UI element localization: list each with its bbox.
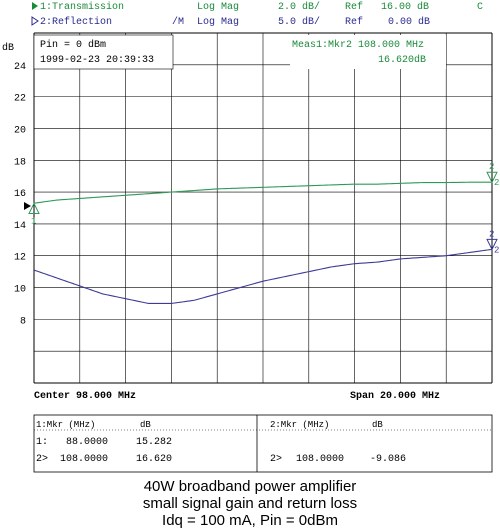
timestamp: 1999-02-23 20:39:33: [40, 55, 154, 66]
ch2-mkr2-value: -9.086: [370, 454, 406, 465]
ref-level-arrow-icon: [24, 202, 31, 210]
trace-layer: [33, 181, 493, 304]
ch1-label: 1:Transmission: [40, 1, 124, 13]
meas-value: 16.620dB: [378, 54, 426, 66]
ch1-flag: C: [477, 2, 483, 13]
ch1-format: Log Mag: [197, 2, 239, 13]
ch1-mkr2-value: 16.620: [136, 454, 172, 465]
ch2-ref-label: Ref: [345, 16, 363, 28]
marker-2-label: 2: [489, 229, 494, 239]
ch1-mkr1-freq: 88.0000: [66, 437, 108, 448]
ch2-mkr-header: 2:Mkr (MHz): [270, 420, 329, 430]
y-tick-label: 12: [14, 253, 26, 264]
y-tick-label: 16: [14, 189, 26, 200]
y-tick-label: 8: [20, 316, 26, 327]
annotation-box: [33, 34, 174, 70]
ch1-mkr-header: 1:Mkr (MHz): [36, 420, 95, 430]
meas-readout: Meas1:Mkr2 108.000 MHz: [292, 39, 424, 51]
ch1-mkr2-freq: 108.0000: [60, 454, 108, 465]
ch2-mkr2-id: 2>: [270, 454, 282, 465]
marker-1-label: 1: [31, 217, 36, 227]
ch2-format: Log Mag: [197, 17, 239, 28]
analyzer-display: 1:Transmission Log Mag 2.0 dB/ Ref 16.00…: [2, 1, 499, 473]
marker-readout-box: [290, 35, 446, 69]
ch2-mkr2-freq: 108.0000: [296, 454, 344, 465]
y-tick-label: 10: [14, 285, 26, 296]
ch2-scale: 5.0 dB/: [278, 16, 320, 28]
marker-2-icon: [486, 171, 498, 184]
y-unit-label: dB: [2, 42, 14, 54]
center-frequency: Center 98.000 MHz: [34, 391, 136, 402]
marker-2-edge-label: 2: [494, 178, 499, 188]
caption-line-1: 40W broadband power amplifier: [143, 478, 357, 495]
marker-2-label: 2: [489, 162, 494, 172]
ch1-mkr1-value: 15.282: [136, 437, 172, 448]
ch1-scale: 2.0 dB/: [278, 1, 320, 13]
y-tick-label: 22: [14, 94, 26, 105]
span-frequency: Span 20.000 MHz: [350, 391, 440, 402]
ch2-label: 2:Reflection: [40, 16, 112, 28]
y-tick-label: 20: [14, 125, 26, 136]
marker-1-icon: [28, 202, 40, 215]
ch2-ref-value: 0.00 dB: [388, 16, 430, 28]
ch1-ref-value: 16.00 dB: [381, 1, 429, 13]
caption-line-2: small signal gain and return loss: [142, 495, 358, 512]
ch2-indicator: [31, 16, 39, 26]
ch2-mkr-unit: dB: [372, 420, 383, 430]
caption-line-3: Idq = 100 mA, Pin = 0dBm: [162, 512, 338, 529]
plot-grid: [33, 32, 493, 384]
y-tick-label: 18: [14, 157, 26, 168]
ch1-mkr2-id: 2>: [36, 454, 48, 465]
y-tick-labels: 24 22 20 18 16 14 12 10 8: [14, 62, 26, 328]
marker-2-icon: [486, 238, 498, 251]
ch1-mkr1-id: 1:: [36, 437, 48, 448]
ch2-mode: /M: [172, 16, 184, 28]
ch1-mkr-unit: dB: [140, 420, 151, 430]
y-tick-label: 24: [14, 62, 26, 73]
figure-caption: 40W broadband power amplifier small sign…: [0, 478, 500, 529]
pin-annotation: Pin = 0 dBm: [40, 39, 106, 51]
marker-2-edge-label: 2: [494, 245, 499, 255]
series-line-2: [33, 248, 493, 304]
ch1-ref-label: Ref: [345, 1, 363, 13]
series-line-1: [33, 181, 492, 204]
y-tick-label: 14: [14, 221, 26, 232]
ch1-active-indicator: [32, 2, 38, 10]
marker-table: [33, 414, 493, 473]
